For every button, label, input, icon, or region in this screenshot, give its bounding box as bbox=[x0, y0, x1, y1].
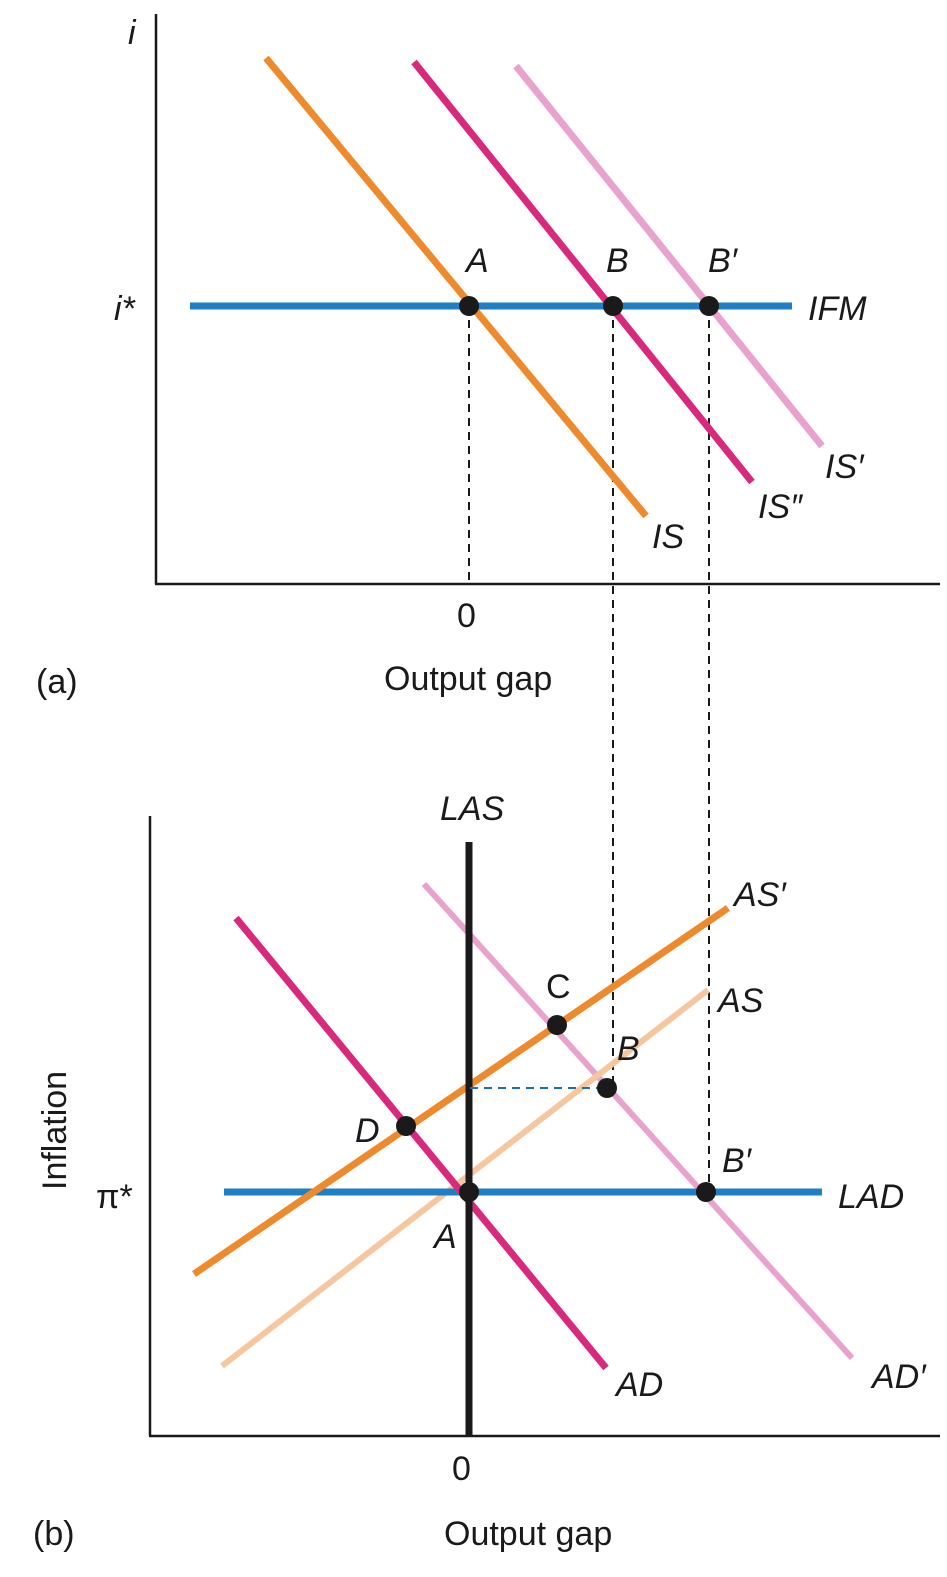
panel-a-x-label: Output gap bbox=[384, 660, 552, 698]
point-b-label: B bbox=[606, 242, 629, 280]
as-curve bbox=[220, 987, 710, 1369]
is-curve bbox=[263, 55, 649, 519]
point-b-marker bbox=[603, 296, 623, 316]
point-a-label: A bbox=[464, 242, 489, 280]
panel-b-x-label: Output gap bbox=[444, 1515, 612, 1553]
point-d-label: D bbox=[355, 1112, 380, 1150]
as-prime-label: AS′ bbox=[732, 876, 787, 914]
panel-b-tag: (b) bbox=[33, 1515, 75, 1553]
point-c-label: C bbox=[546, 968, 571, 1006]
panel-a-y-label: i bbox=[128, 14, 137, 52]
panel-b-zero: 0 bbox=[452, 1450, 471, 1488]
point-a-marker-b bbox=[459, 1182, 479, 1202]
ad-prime-label: AD′ bbox=[870, 1358, 927, 1396]
i-star-label: i* bbox=[114, 290, 137, 328]
is-label: IS bbox=[652, 518, 684, 556]
ad-curve bbox=[233, 915, 609, 1371]
ad-label: AD bbox=[614, 1366, 663, 1404]
point-b-prime-marker-b bbox=[696, 1182, 716, 1202]
las-label: LAS bbox=[440, 790, 505, 828]
panel-b-y-label: Inflation bbox=[36, 1071, 74, 1190]
point-b-prime-label: B′ bbox=[708, 242, 739, 280]
panel-a-tag: (a) bbox=[36, 663, 78, 701]
ifm-label: IFM bbox=[808, 290, 867, 328]
is-prime-label: IS′ bbox=[825, 448, 865, 486]
lad-label: LAD bbox=[838, 1178, 904, 1216]
is-double-prime-label: IS″ bbox=[758, 488, 803, 526]
point-d-marker bbox=[396, 1116, 416, 1136]
point-b-marker-b bbox=[597, 1078, 617, 1098]
as-prime-curve bbox=[192, 905, 730, 1277]
as-label: AS bbox=[716, 982, 764, 1020]
is-prime-curve bbox=[513, 63, 825, 449]
point-a-marker bbox=[459, 296, 479, 316]
point-b-prime-marker bbox=[699, 296, 719, 316]
point-c-marker bbox=[547, 1015, 567, 1035]
pi-star-label: π* bbox=[96, 1178, 133, 1216]
ad-prime-curve bbox=[421, 881, 855, 1361]
point-b-label-b: B bbox=[617, 1030, 640, 1068]
panel-b: LAS AS′ AS C B D B′ LAD A π* AD AD′ 0 Ou… bbox=[33, 790, 940, 1553]
panel-a-zero: 0 bbox=[457, 597, 476, 635]
is-double-prime-curve bbox=[411, 59, 755, 485]
point-b-prime-label-b: B′ bbox=[722, 1142, 753, 1180]
panel-a: i i* A B B′ IFM IS′ IS″ IS 0 Output gap … bbox=[36, 14, 940, 1192]
point-a-label-b: A bbox=[432, 1218, 457, 1256]
